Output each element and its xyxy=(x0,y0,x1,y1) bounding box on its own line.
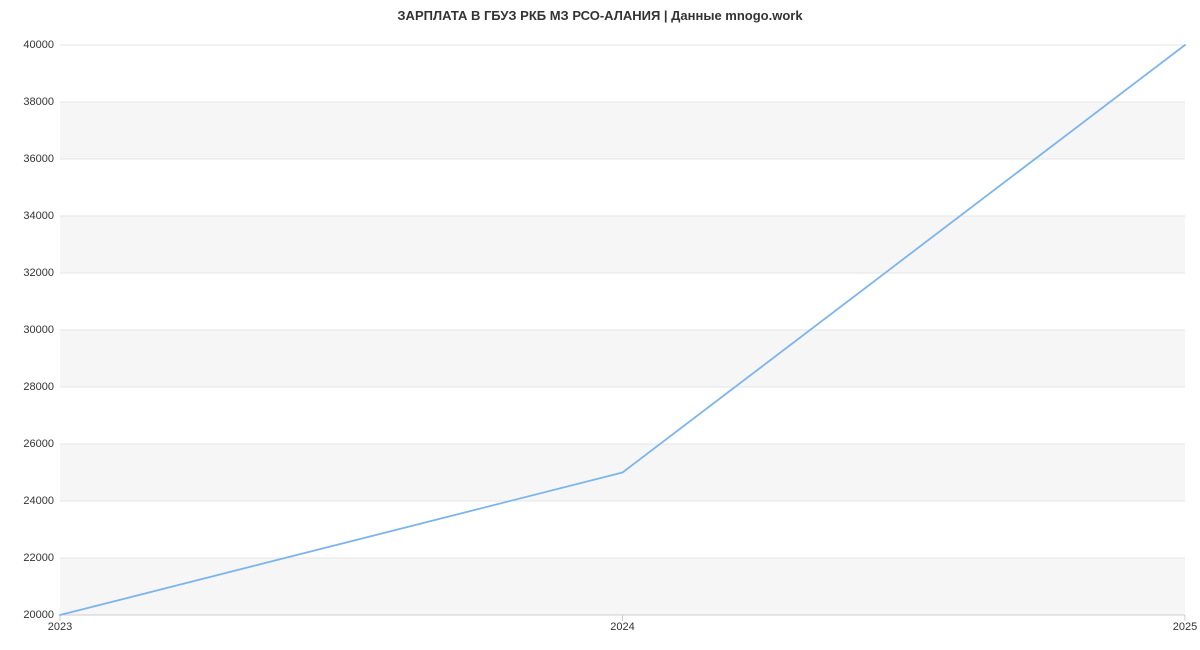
y-tick-label: 40000 xyxy=(23,39,60,51)
line-svg xyxy=(60,45,1185,615)
y-tick-label: 32000 xyxy=(23,267,60,279)
y-tick-label: 26000 xyxy=(23,438,60,450)
series-line xyxy=(60,45,1185,615)
x-tick-label: 2024 xyxy=(610,615,634,633)
y-tick-label: 38000 xyxy=(23,96,60,108)
y-tick-label: 22000 xyxy=(23,552,60,564)
y-tick-label: 36000 xyxy=(23,153,60,165)
chart-title: ЗАРПЛАТА В ГБУЗ РКБ МЗ РСО-АЛАНИЯ | Данн… xyxy=(0,8,1200,23)
y-tick-label: 30000 xyxy=(23,324,60,336)
y-tick-label: 28000 xyxy=(23,381,60,393)
plot-area: 2000022000240002600028000300003200034000… xyxy=(60,45,1185,615)
x-tick-label: 2023 xyxy=(48,615,72,633)
y-tick-label: 34000 xyxy=(23,210,60,222)
y-tick-label: 24000 xyxy=(23,495,60,507)
chart-container: ЗАРПЛАТА В ГБУЗ РКБ МЗ РСО-АЛАНИЯ | Данн… xyxy=(0,0,1200,650)
x-tick-label: 2025 xyxy=(1173,615,1197,633)
